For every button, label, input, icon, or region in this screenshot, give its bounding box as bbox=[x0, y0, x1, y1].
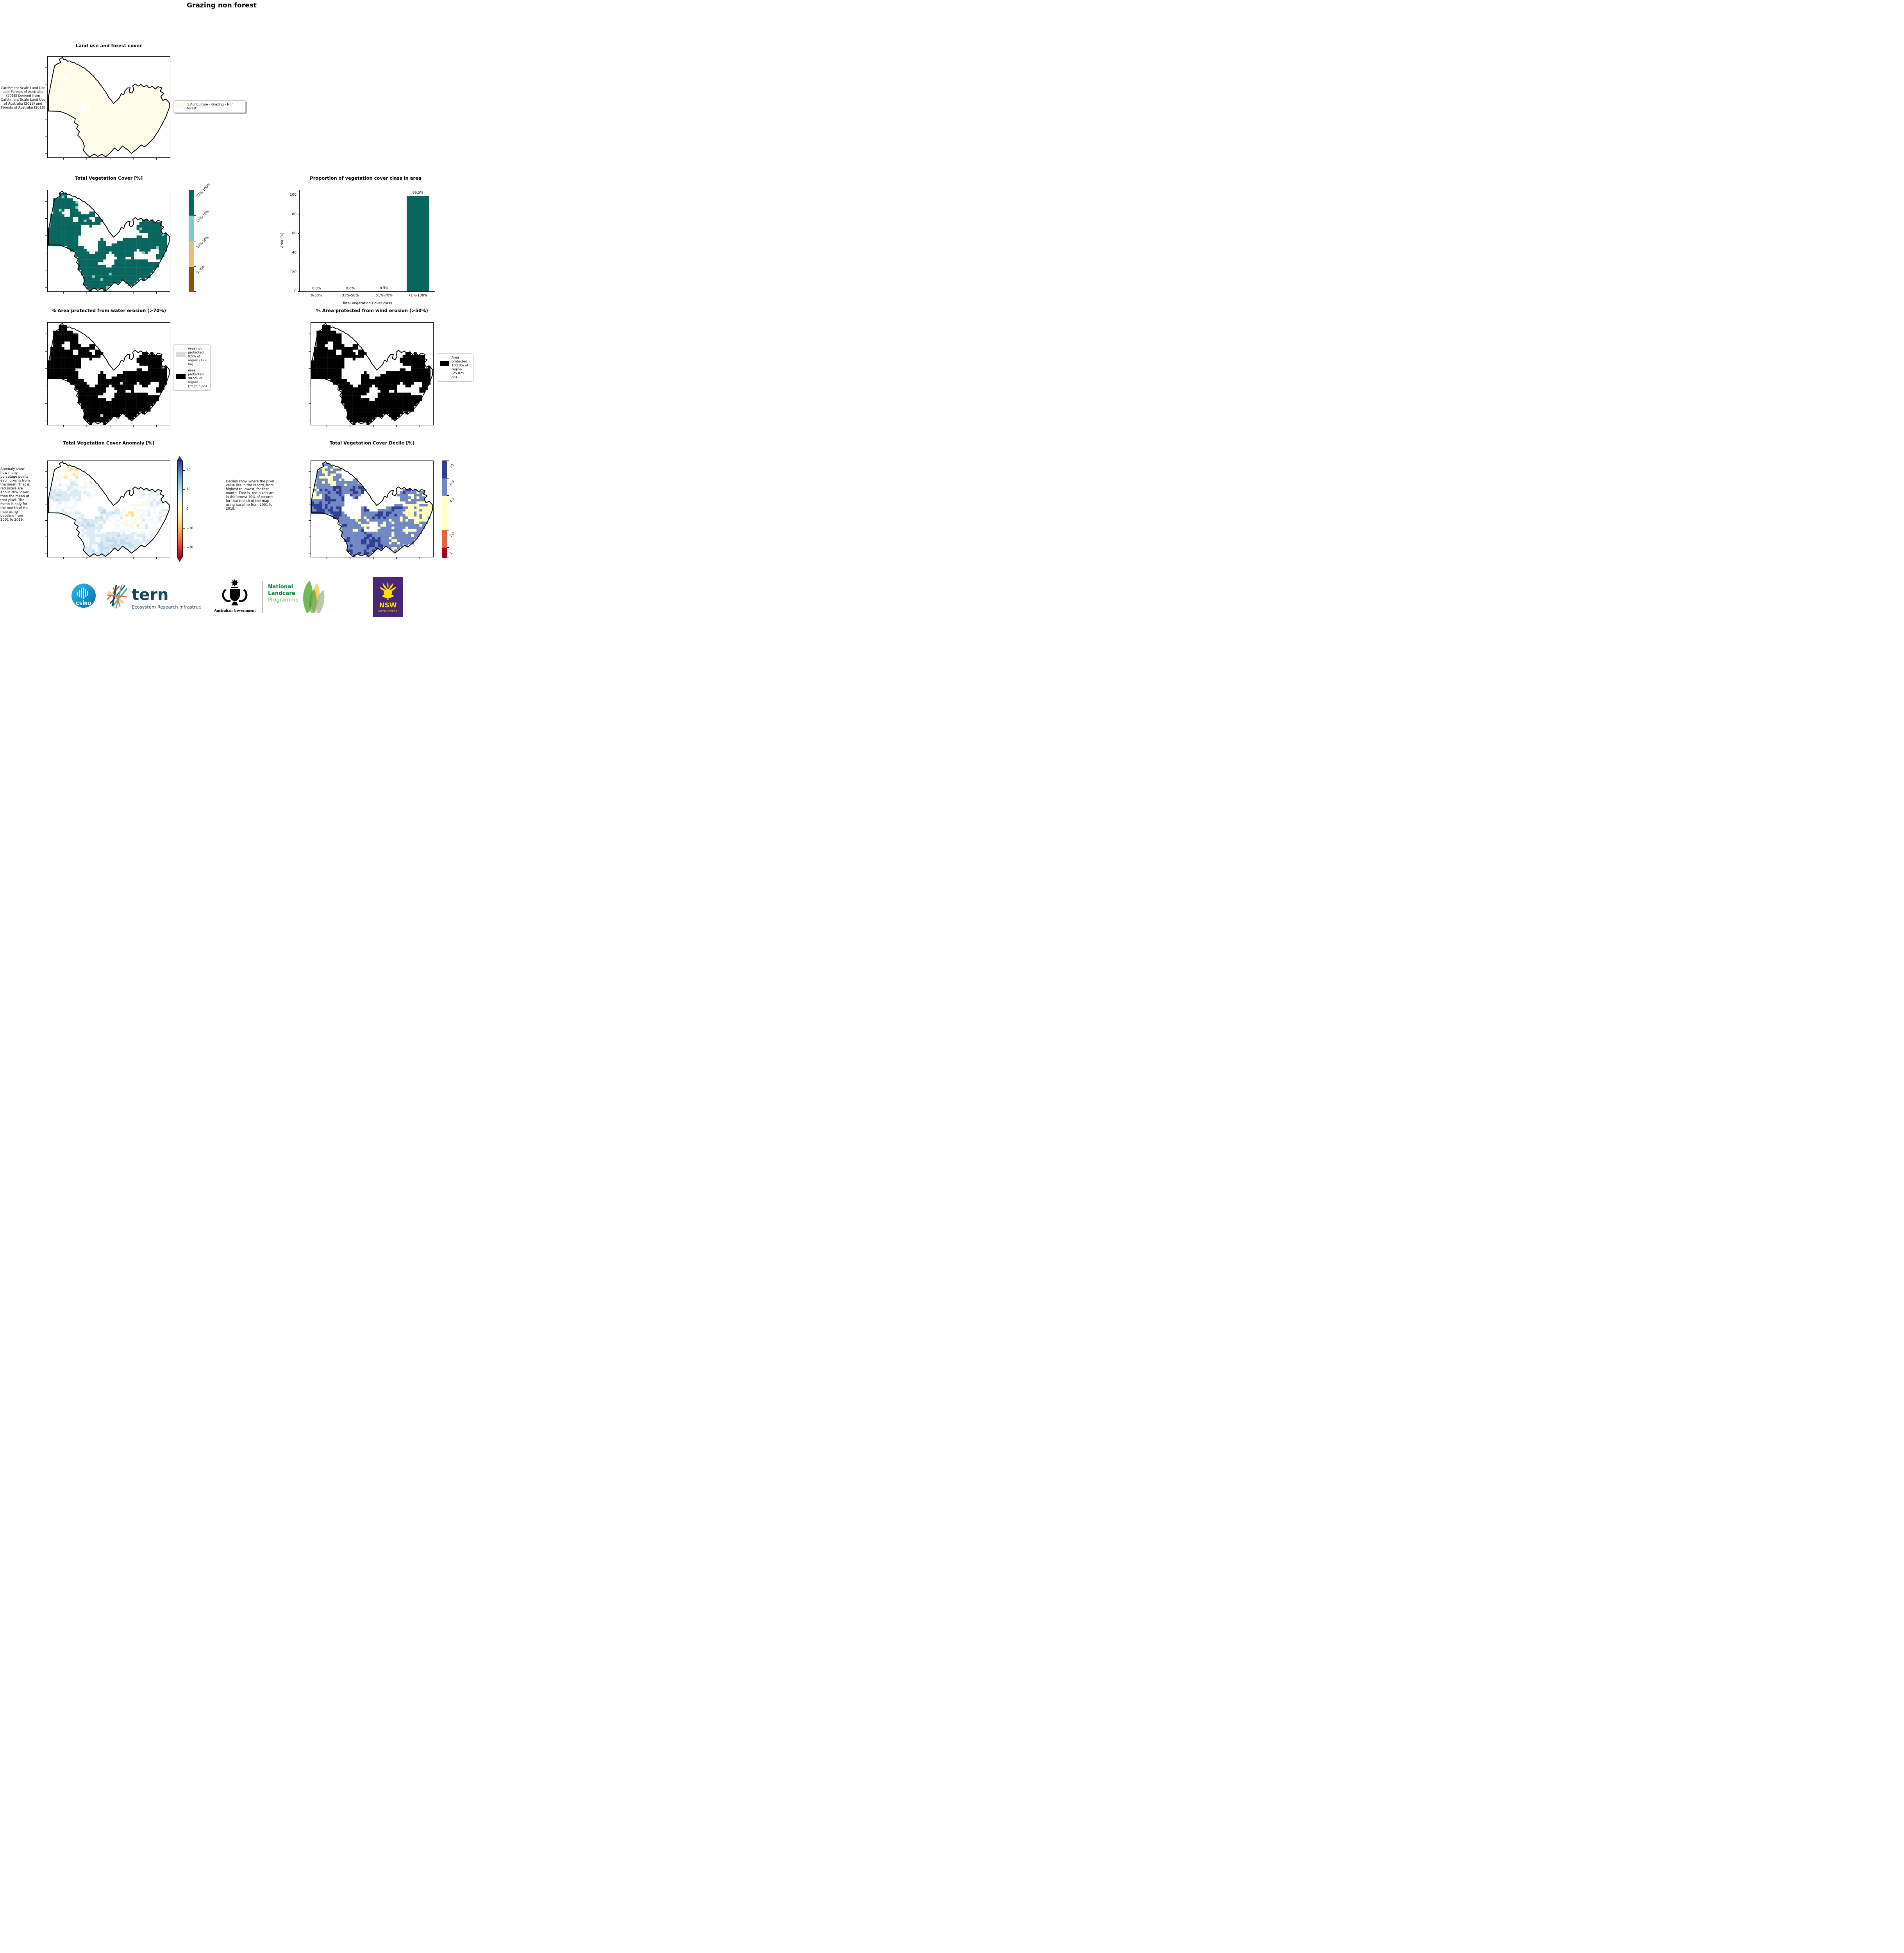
tern-wordmark: tern bbox=[132, 586, 168, 604]
anomaly-panel-title: Total Vegetation Cover Anomaly [%] bbox=[63, 440, 155, 446]
decile-panel-title: Total Vegetation Cover Decile [%] bbox=[329, 440, 415, 446]
colorbar-segment-label: 31%-50% bbox=[196, 235, 210, 250]
wind-legend-protected-swatch bbox=[440, 361, 449, 366]
landcare-line2: Landcare bbox=[268, 590, 295, 596]
landcare-leaves-icon bbox=[300, 579, 331, 616]
anomaly-colorbar-tick-label: −10 bbox=[186, 526, 193, 530]
bar-value-label: 0.0% bbox=[312, 287, 321, 291]
anomaly-map bbox=[47, 461, 170, 557]
colorbar-segment-label: 8-9 bbox=[449, 480, 456, 487]
csiro-wordmark: CSIRO bbox=[76, 601, 91, 606]
nsw-wordmark: NSW bbox=[379, 602, 397, 609]
bar-value-label: 0.0% bbox=[346, 287, 355, 291]
landcare-line3: Programme bbox=[268, 596, 299, 603]
bar-ytick-label: 100 bbox=[289, 193, 296, 197]
wind-map-canvas bbox=[311, 323, 433, 425]
water-panel-title: % Area protected from water erosion (>70… bbox=[52, 308, 166, 313]
landuse-map bbox=[47, 56, 170, 158]
national-landcare-logo: National Landcare Programme bbox=[268, 584, 298, 603]
anomaly-colorbar-gradient bbox=[177, 461, 183, 557]
csiro-soundwave-icon bbox=[77, 587, 88, 602]
bar-ytick-label: 0 bbox=[294, 289, 296, 293]
water-legend-protected-swatch bbox=[176, 374, 186, 379]
tern-tagline: Ecosystem Research Infrastructure bbox=[132, 604, 201, 610]
colorbar-segment-label: 1 bbox=[449, 551, 454, 556]
water-legend-notprotected-label: Area not protected 0.5% of region (129 h… bbox=[188, 346, 207, 366]
colorbar-segment-label: 4-7 bbox=[449, 497, 456, 504]
landuse-legend-swatch bbox=[176, 103, 185, 108]
anomaly-colorbar-tick-label: 10 bbox=[186, 487, 191, 492]
vegcover-colorbar: 71%-100% 51%-70% 31%-50% 0-30% bbox=[189, 183, 211, 292]
landuse-legend: 1 Agriculture - Grazing - Non forest bbox=[173, 100, 246, 113]
nsw-sub-wordmark: GOVERNMENT bbox=[378, 610, 398, 612]
bar-71%-100% bbox=[407, 195, 429, 291]
bar-xaxis-label: Total Vegetation Cover class bbox=[342, 302, 392, 305]
bar-value-label: 99.5% bbox=[412, 191, 423, 195]
landuse-source-note: Catchment Scale Land Use and Forests of … bbox=[0, 86, 46, 110]
decile-map bbox=[311, 461, 434, 557]
landuse-legend-label: 1 Agriculture - Grazing - Non forest bbox=[187, 102, 234, 110]
decile-colorbar: 10 8-9 4-7 2-3 1 bbox=[442, 461, 455, 558]
bar-ytick-label: 40 bbox=[292, 251, 296, 255]
report-figure: Grazing non forest Land use and forest c… bbox=[0, 0, 476, 617]
colorbar-segment-label: 51%-70% bbox=[196, 209, 210, 224]
water-map-canvas bbox=[48, 323, 170, 425]
csiro-logo: CSIRO bbox=[71, 583, 96, 610]
anomaly-note: Anomaly show how many percetage points e… bbox=[0, 467, 31, 522]
wind-panel-title: % Area protected from wind erosion (>50%… bbox=[316, 308, 428, 313]
bar-xtick-label: 51%-70% bbox=[375, 294, 393, 298]
anomaly-colorbar-tick-label: 20 bbox=[186, 468, 191, 472]
page-title: Grazing non forest bbox=[187, 2, 257, 9]
australian-coat-of-arms-icon bbox=[222, 579, 248, 605]
colorbar-segment-label: 0-30% bbox=[196, 264, 206, 275]
decile-note: Deciles show where the pixel value lies … bbox=[226, 480, 275, 511]
colorbar-segment-label: 10 bbox=[449, 463, 455, 469]
tern-logo: tern Ecosystem Research Infrastructure bbox=[100, 581, 210, 616]
proportion-chart-title: Proportion of vegetation cover class in … bbox=[310, 175, 422, 181]
colorbar-segment-label: 2-3 bbox=[449, 531, 456, 538]
vegcover-map bbox=[47, 190, 170, 292]
nsw-waratah-icon bbox=[379, 581, 397, 600]
vegcover-panel-title: Total Vegetation Cover [%] bbox=[75, 175, 143, 181]
bar-yaxis-label: Area (%) bbox=[280, 232, 284, 248]
anomaly-map-canvas bbox=[48, 461, 170, 557]
bar-xtick-label: 31%-50% bbox=[342, 294, 359, 298]
bar-value-label: 0.5% bbox=[380, 286, 389, 290]
decile-map-canvas bbox=[311, 461, 433, 557]
nsw-government-logo: NSW GOVERNMENT bbox=[373, 577, 403, 617]
australian-government-wordmark: Australian Government bbox=[214, 609, 256, 613]
anomaly-colorbar-tick-label: 0 bbox=[186, 507, 189, 511]
anomaly-colorbar-lower-arrow bbox=[177, 557, 182, 562]
landuse-map-canvas bbox=[48, 57, 170, 157]
colorbar-segment-label: 71%-100% bbox=[196, 182, 212, 198]
vegcover-map-canvas bbox=[48, 190, 170, 291]
water-legend-protected-label: Area protected 99.5% of region (25,695 h… bbox=[188, 368, 207, 388]
water-map bbox=[47, 322, 170, 425]
water-legend-notprotected-swatch bbox=[176, 352, 186, 357]
bar-ytick-label: 20 bbox=[292, 270, 296, 274]
wind-map bbox=[311, 322, 434, 425]
water-legend: Area not protected 0.5% of region (129 h… bbox=[173, 345, 211, 391]
bar-ytick-label: 60 bbox=[292, 232, 296, 236]
bar-ytick-label: 80 bbox=[292, 212, 296, 216]
proportion-bar-chart: 0 20 40 60 80 100 0.0% 0-30% 0.0% 31%-50% 0.5% 51%-… bbox=[290, 190, 435, 298]
landuse-panel-title: Land use and forest cover bbox=[76, 43, 142, 48]
anomaly-colorbar-tick-label: −20 bbox=[186, 546, 193, 550]
bar-xtick-label: 71%-100% bbox=[408, 294, 428, 298]
anomaly-colorbar-upper-arrow bbox=[177, 456, 182, 461]
wind-legend-protected-label: Area protected 100.0% of region (25,825 … bbox=[452, 355, 468, 379]
bar-xtick-label: 0-30% bbox=[311, 294, 322, 298]
anomaly-colorbar: 20 10 0 −10 −20 bbox=[177, 456, 193, 562]
wind-legend: Area protected 100.0% of region (25,825 … bbox=[437, 353, 473, 382]
landcare-line1: National bbox=[268, 584, 293, 590]
australian-government-logo: Australian Government bbox=[213, 578, 257, 613]
tern-australia-art-icon bbox=[107, 584, 128, 609]
